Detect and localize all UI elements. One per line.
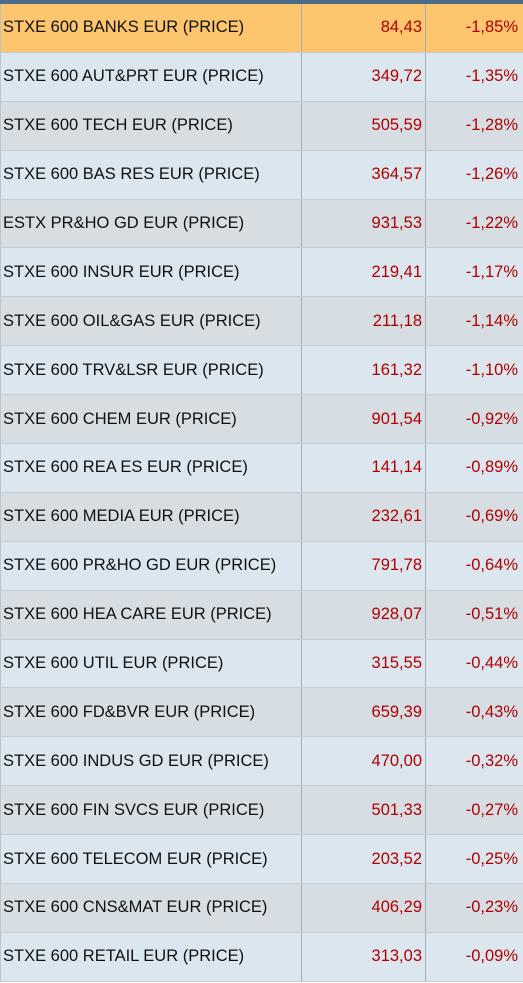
- table-row-selected[interactable]: STXE 600 BANKS EUR (PRICE) 84,43 -1,85%: [1, 4, 523, 53]
- percent-change-cell: -1,26%: [465, 165, 518, 184]
- percent-change-cell: -0,51%: [465, 605, 518, 624]
- table-row[interactable]: STXE 600 FD&BVR EUR (PRICE) 659,39 -0,43%: [1, 688, 523, 738]
- table-row[interactable]: STXE 600 FIN SVCS EUR (PRICE) 501,33 -0,27…: [1, 786, 523, 836]
- percent-change-cell: -1,35%: [465, 67, 518, 86]
- index-name-cell: STXE 600 REA ES EUR (PRICE): [1, 444, 302, 492]
- percent-change-cell: -0,09%: [465, 947, 518, 966]
- table-row[interactable]: STXE 600 TRV&LSR EUR (PRICE) 161,32 -1,10%: [1, 346, 523, 396]
- price-cell: 232,61: [302, 492, 426, 541]
- table-row[interactable]: STXE 600 AUT&PRT EUR (PRICE) 349,72 -1,35%: [1, 52, 523, 102]
- table-row[interactable]: STXE 600 UTIL EUR (PRICE) 315,55 -0,44%: [1, 639, 523, 689]
- price-cell: 315,55: [302, 639, 426, 688]
- index-name-cell: STXE 600 MEDIA EUR (PRICE): [1, 492, 302, 541]
- price-cell: 928,07: [302, 590, 426, 639]
- table-row[interactable]: STXE 600 PR&HO GD EUR (PRICE) 791,78 -0,64…: [1, 541, 523, 591]
- table-row[interactable]: STXE 600 OIL&GAS EUR (PRICE) 211,18 -1,14%: [1, 297, 523, 347]
- price-cell: 505,59: [302, 101, 426, 150]
- price-cell: 364,57: [302, 150, 426, 199]
- percent-change-cell: -0,89%: [465, 458, 518, 477]
- table-row[interactable]: STXE 600 TECH EUR (PRICE) 505,59 -1,28%: [1, 101, 523, 151]
- percent-change-cell: -0,23%: [465, 898, 518, 917]
- index-name-cell: STXE 600 FIN SVCS EUR (PRICE): [1, 786, 302, 835]
- index-name-cell: STXE 600 FD&BVR EUR (PRICE): [1, 688, 302, 737]
- percent-change-cell: -0,32%: [465, 751, 518, 770]
- table-row[interactable]: STXE 600 INSUR EUR (PRICE) 219,41 -1,17%: [1, 248, 523, 298]
- index-name-cell: STXE 600 AUT&PRT EUR (PRICE): [1, 52, 302, 101]
- price-cell: 219,41: [302, 248, 426, 297]
- sector-quote-table: STXE 600 BANKS EUR (PRICE) 84,43 -1,85% STX…: [0, 4, 523, 982]
- index-name-cell: STXE 600 CHEM EUR (PRICE): [1, 395, 302, 444]
- price-cell: 84,43: [302, 4, 426, 52]
- index-name-cell: STXE 600 INSUR EUR (PRICE): [1, 248, 302, 297]
- index-name-cell: STXE 600 RETAIL EUR (PRICE): [1, 932, 302, 981]
- percent-change-cell: -0,69%: [465, 507, 518, 526]
- table-row[interactable]: STXE 600 BAS RES EUR (PRICE) 364,57 -1,26%: [1, 150, 523, 200]
- table-row[interactable]: ESTX PR&HO GD EUR (PRICE) 931,53 -1,22%: [1, 199, 523, 249]
- table-top-border: [0, 0, 523, 4]
- percent-change-cell: -1,14%: [465, 311, 518, 330]
- price-cell: 313,03: [302, 932, 426, 981]
- table-row[interactable]: STXE 600 HEA CARE EUR (PRICE) 928,07 -0,51…: [1, 590, 523, 640]
- index-name-cell: STXE 600 BANKS EUR (PRICE): [1, 4, 302, 52]
- index-name-cell: STXE 600 BAS RES EUR (PRICE): [1, 150, 302, 199]
- percent-change-cell: -1,17%: [465, 262, 518, 281]
- index-name-cell: STXE 600 TELECOM EUR (PRICE): [1, 835, 302, 884]
- price-cell: 501,33: [302, 786, 426, 835]
- price-cell: 470,00: [302, 737, 426, 786]
- percent-change-cell: -1,22%: [465, 214, 518, 232]
- index-name-cell: STXE 600 OIL&GAS EUR (PRICE): [1, 297, 302, 346]
- percent-change-cell: -0,64%: [465, 556, 518, 575]
- price-cell: 349,72: [302, 52, 426, 101]
- table-row[interactable]: STXE 600 INDUS GD EUR (PRICE) 470,00 -0,32…: [1, 737, 523, 787]
- percent-change-cell: -0,25%: [465, 849, 518, 868]
- percent-change-cell: -0,43%: [465, 702, 518, 721]
- percent-change-cell: -0,92%: [465, 409, 518, 428]
- price-cell: 931,53: [302, 199, 426, 248]
- percent-change-cell: -1,10%: [465, 360, 518, 379]
- price-cell: 141,14: [302, 444, 426, 492]
- percent-change-cell: -1,28%: [465, 116, 518, 135]
- index-name-cell: STXE 600 INDUS GD EUR (PRICE): [1, 737, 302, 786]
- price-cell: 406,29: [302, 884, 426, 932]
- index-name-cell: STXE 600 PR&HO GD EUR (PRICE): [1, 541, 302, 590]
- index-name-cell: ESTX PR&HO GD EUR (PRICE): [1, 199, 302, 248]
- index-name-cell: STXE 600 TECH EUR (PRICE): [1, 101, 302, 150]
- table-row[interactable]: STXE 600 MEDIA EUR (PRICE) 232,61 -0,69%: [1, 492, 523, 542]
- table-row[interactable]: STXE 600 RETAIL EUR (PRICE) 313,03 -0,09%: [1, 932, 523, 982]
- percent-change-cell: -0,44%: [465, 654, 518, 673]
- percent-change-cell: -1,85%: [465, 18, 518, 37]
- index-name-cell: STXE 600 TRV&LSR EUR (PRICE): [1, 346, 302, 395]
- index-name-cell: STXE 600 CNS&MAT EUR (PRICE): [1, 884, 302, 932]
- index-name-cell: STXE 600 UTIL EUR (PRICE): [1, 639, 302, 688]
- table-row[interactable]: STXE 600 TELECOM EUR (PRICE) 203,52 -0,25%: [1, 835, 523, 885]
- index-name-cell: STXE 600 HEA CARE EUR (PRICE): [1, 590, 302, 639]
- price-cell: 211,18: [302, 297, 426, 346]
- price-cell: 791,78: [302, 541, 426, 590]
- table-row[interactable]: STXE 600 REA ES EUR (PRICE) 141,14 -0,89%: [1, 444, 523, 493]
- table-row[interactable]: STXE 600 CHEM EUR (PRICE) 901,54 -0,92%: [1, 395, 523, 445]
- price-cell: 161,32: [302, 346, 426, 395]
- price-cell: 901,54: [302, 395, 426, 444]
- percent-change-cell: -0,27%: [465, 800, 518, 819]
- price-cell: 659,39: [302, 688, 426, 737]
- price-cell: 203,52: [302, 835, 426, 884]
- table-row[interactable]: STXE 600 CNS&MAT EUR (PRICE) 406,29 -0,23%: [1, 884, 523, 933]
